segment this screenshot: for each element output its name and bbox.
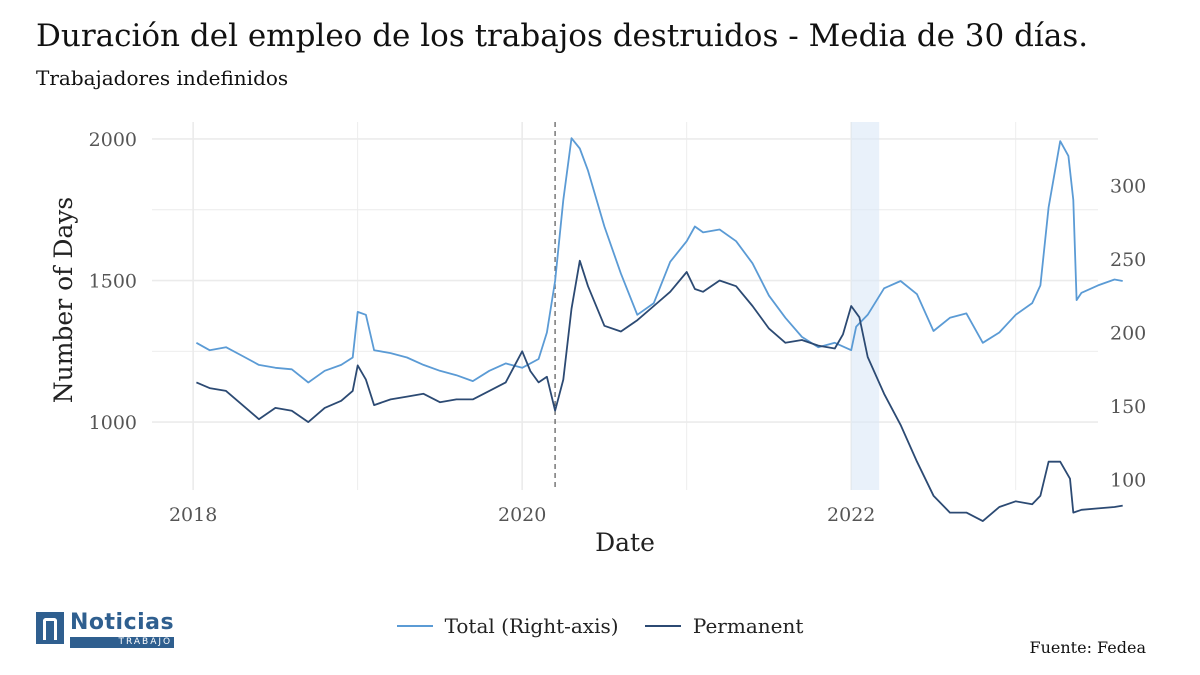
logo: Noticias TRABAJO bbox=[36, 610, 175, 648]
series-line-permanent bbox=[196, 259, 1123, 522]
source-note: Fuente: Fedea bbox=[1029, 638, 1147, 657]
line-chart: 2018 2020 2022100015002000100150200250300 … bbox=[49, 122, 1147, 557]
y-left-tick-label: 1500 bbox=[89, 271, 137, 293]
legend: Total (Right-axis) Permanent bbox=[0, 608, 1200, 638]
tick-labels: 2018 2020 2022 1000 1500 2000 100 150 200 250 300 bbox=[89, 129, 1147, 526]
grid bbox=[152, 122, 1098, 490]
chart-subtitle: Trabajadores indefinidos bbox=[36, 66, 289, 90]
x-tick-label: 2022 bbox=[827, 504, 875, 526]
shaded-band bbox=[851, 122, 880, 490]
series-line-total bbox=[195, 137, 1123, 384]
y-right-tick-label: 300 bbox=[1110, 175, 1146, 197]
x-tick-label: 2020 bbox=[498, 504, 546, 526]
legend-label-permanent: Permanent bbox=[692, 614, 804, 638]
legend-item-permanent: Permanent bbox=[644, 614, 804, 638]
y-right-tick-label: 100 bbox=[1110, 470, 1146, 492]
x-tick-label: 2018 bbox=[169, 504, 217, 526]
y-right-tick-label: 250 bbox=[1110, 249, 1146, 271]
legend-label-total: Total (Right-axis) bbox=[444, 614, 619, 638]
y-left-tick-label: 1000 bbox=[89, 412, 137, 434]
chart-title: Duración del empleo de los trabajos dest… bbox=[36, 18, 1089, 54]
logo-mark-icon bbox=[36, 612, 64, 644]
series-group bbox=[195, 137, 1123, 522]
y-left-tick-label: 2000 bbox=[89, 129, 137, 151]
legend-swatch-total bbox=[396, 625, 433, 627]
logo-sub: TRABAJO bbox=[70, 637, 175, 648]
legend-swatch-permanent bbox=[644, 625, 681, 627]
y-right-tick-label: 200 bbox=[1110, 322, 1146, 344]
legend-item-total: Total (Right-axis) bbox=[396, 614, 619, 638]
y-right-tick-label: 150 bbox=[1110, 396, 1146, 418]
y-axis-title: Number of Days bbox=[49, 197, 78, 404]
logo-name: Noticias bbox=[70, 610, 175, 635]
x-axis-title: Date bbox=[595, 528, 655, 557]
